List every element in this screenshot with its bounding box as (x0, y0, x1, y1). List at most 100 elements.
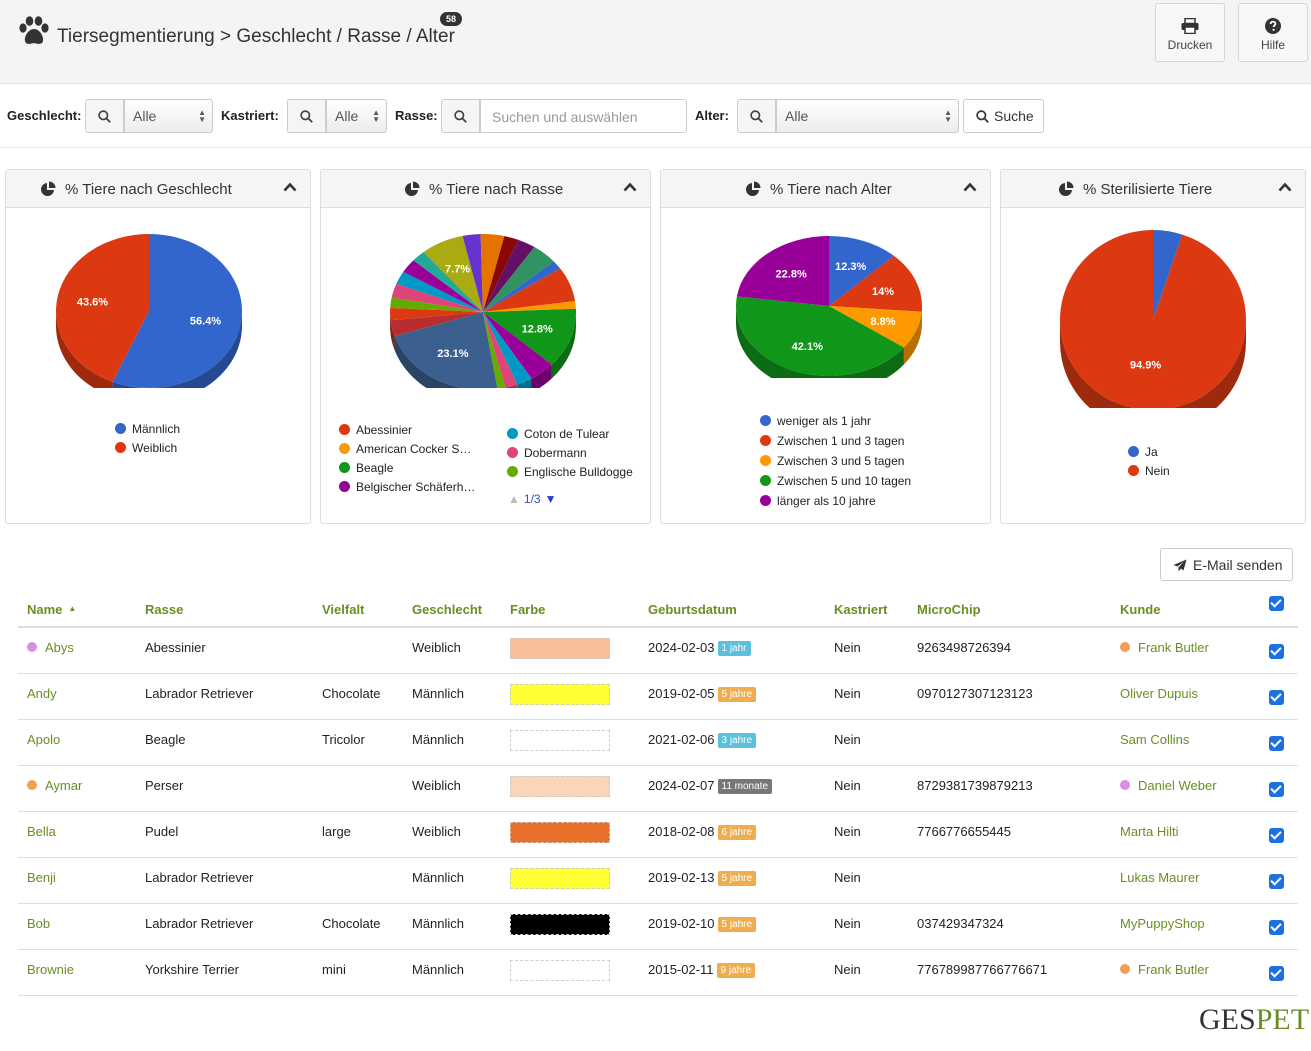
client-name-link[interactable]: Marta Hilti (1120, 824, 1179, 839)
client-name-link[interactable]: Frank Butler (1138, 962, 1209, 977)
cell-client[interactable]: MyPuppyShop (1120, 916, 1205, 931)
pie-slice[interactable] (394, 312, 498, 388)
breed-search-input[interactable]: Suchen und auswählen (480, 99, 687, 133)
row-checkbox[interactable] (1269, 736, 1284, 751)
pie-slice[interactable] (413, 251, 483, 312)
cell-name[interactable]: Apolo (27, 732, 60, 747)
pie-slice[interactable] (829, 255, 922, 312)
pie-slice[interactable] (1060, 230, 1246, 408)
column-header-sex[interactable]: Geschlecht (412, 602, 483, 617)
cell-name[interactable]: Abys (27, 640, 74, 655)
breed-search-button[interactable] (441, 99, 480, 133)
animal-name-link[interactable]: Brownie (27, 962, 74, 977)
cell-name[interactable]: Andy (27, 686, 57, 701)
client-name-link[interactable]: MyPuppyShop (1120, 916, 1205, 931)
sex-search-button[interactable] (85, 99, 124, 133)
pie-slice[interactable] (483, 312, 532, 385)
pager-prev-icon[interactable]: ▲ (508, 492, 520, 506)
column-header-color[interactable]: Farbe (510, 602, 546, 617)
table-row[interactable]: Abys Abessinier Weiblich 2024-02-03 1 jahr Ne… (18, 628, 1298, 674)
animal-name-link[interactable]: Aymar (45, 778, 83, 793)
table-row[interactable]: Bob Labrador Retriever Chocolate Männlich 20… (18, 904, 1298, 950)
chevron-up-icon[interactable] (1278, 182, 1292, 192)
column-header-variety[interactable]: Vielfalt (322, 602, 365, 617)
client-name-link[interactable]: Lukas Maurer (1120, 870, 1200, 885)
cell-client[interactable]: Oliver Dupuis (1120, 686, 1198, 701)
cell-client[interactable]: Frank Butler (1120, 640, 1209, 655)
pie-slice[interactable] (483, 268, 576, 312)
pie-slice[interactable] (396, 271, 483, 312)
row-checkbox[interactable] (1269, 644, 1284, 659)
table-row[interactable]: Benji Labrador Retriever Männlich 2019-02-1… (18, 858, 1298, 904)
column-header-breed[interactable]: Rasse (145, 602, 184, 617)
pager-next-icon[interactable]: ▼ (544, 492, 557, 506)
animal-name-link[interactable]: Bob (27, 916, 51, 931)
table-row[interactable]: Andy Labrador Retriever Chocolate Männlich 2… (18, 674, 1298, 720)
send-email-button[interactable]: E-Mail senden (1160, 548, 1293, 581)
animal-name-link[interactable]: Abys (45, 640, 74, 655)
table-row[interactable]: Bella Pudel large Weiblich 2018-02-08 6 jahre… (18, 812, 1298, 858)
row-checkbox[interactable] (1269, 920, 1284, 935)
chevron-up-icon[interactable] (963, 182, 977, 192)
chevron-up-icon[interactable] (623, 182, 637, 192)
pie-slice[interactable] (736, 235, 829, 306)
animal-name-link[interactable]: Andy (27, 686, 57, 701)
client-name-link[interactable]: Oliver Dupuis (1120, 686, 1199, 701)
pie-slice[interactable] (483, 312, 552, 379)
pie-slice[interactable] (390, 307, 483, 321)
chevron-up-icon[interactable] (283, 182, 297, 192)
help-button[interactable]: Hilfe (1238, 3, 1308, 62)
neutered-select[interactable]: Alle ▲ ▼ (326, 99, 387, 133)
pie-slice[interactable] (391, 283, 483, 312)
neutered-search-button[interactable] (287, 99, 326, 133)
pie-slice[interactable] (483, 312, 506, 388)
client-name-link[interactable]: Frank Butler (1138, 640, 1209, 655)
cell-name[interactable]: Aymar (27, 778, 82, 793)
age-select[interactable]: Alle ▲ ▼ (776, 99, 959, 133)
print-button[interactable]: Drucken (1155, 3, 1225, 62)
row-checkbox[interactable] (1269, 874, 1284, 889)
search-submit-button[interactable]: Suche (963, 99, 1044, 133)
cell-client[interactable]: Frank Butler (1120, 962, 1209, 977)
pie-slice[interactable] (736, 296, 904, 376)
pie-slice[interactable] (390, 297, 483, 312)
cell-name[interactable]: Bob (27, 916, 50, 931)
pie-slice[interactable] (480, 234, 505, 312)
cell-name[interactable]: Benji (27, 870, 56, 885)
pie-slice[interactable] (483, 312, 518, 388)
pie-slice[interactable] (483, 261, 561, 312)
pie-slice[interactable] (483, 239, 535, 312)
pie-slice[interactable] (1153, 230, 1183, 320)
age-search-button[interactable] (737, 99, 776, 133)
animal-name-link[interactable]: Apolo (27, 732, 61, 747)
column-header-name[interactable]: Name ▲ (27, 602, 77, 617)
column-header-neutered[interactable]: Kastriert (834, 602, 888, 617)
row-checkbox[interactable] (1269, 690, 1284, 705)
pie-slice[interactable] (829, 306, 922, 348)
sex-select[interactable]: Alle ▲ ▼ (124, 99, 213, 133)
column-header-birthdate[interactable]: Geburtsdatum (648, 602, 737, 617)
pie-slice[interactable] (483, 301, 576, 312)
select-all-checkbox[interactable] (1269, 596, 1284, 611)
cell-client[interactable]: Lukas Maurer (1120, 870, 1199, 885)
row-checkbox[interactable] (1269, 782, 1284, 797)
column-header-microchip[interactable]: MicroChip (917, 602, 981, 617)
pie-slice[interactable] (462, 234, 483, 312)
table-row[interactable]: Apolo Beagle Tricolor Männlich 2021-02-06 3 j… (18, 720, 1298, 766)
pie-slice[interactable] (56, 234, 149, 382)
row-checkbox[interactable] (1269, 828, 1284, 843)
pie-slice[interactable] (483, 247, 554, 312)
pie-slice[interactable] (483, 308, 576, 365)
pie-slice[interactable] (390, 312, 483, 337)
client-name-link[interactable]: Daniel Weber (1138, 778, 1217, 793)
pie-slice[interactable] (403, 260, 483, 312)
animal-name-link[interactable]: Bella (27, 824, 56, 839)
pie-slice[interactable] (423, 235, 483, 312)
cell-client[interactable]: Sam Collins (1120, 732, 1189, 747)
table-row[interactable]: Brownie Yorkshire Terrier mini Männlich 2015… (18, 950, 1298, 996)
row-checkbox[interactable] (1269, 966, 1284, 981)
cell-name[interactable]: Brownie (27, 962, 74, 977)
pie-slice[interactable] (483, 236, 519, 312)
table-row[interactable]: Aymar Perser Weiblich 2024-02-07 11 monate Ne… (18, 766, 1298, 812)
column-header-client[interactable]: Kunde (1120, 602, 1161, 617)
